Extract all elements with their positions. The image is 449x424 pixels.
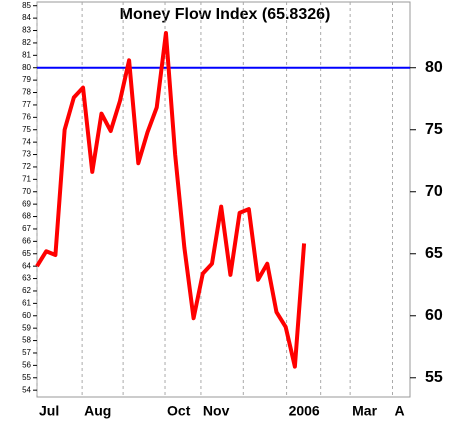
y2-tick-label: 60 (425, 307, 443, 324)
x-tick-label: Nov (203, 403, 230, 419)
y-tick-label: 84 (22, 13, 31, 22)
y-tick-label: 67 (22, 224, 31, 233)
x-tick-label: Mar (352, 403, 377, 419)
y-tick-label: 56 (22, 360, 31, 369)
y-tick-label: 76 (22, 112, 31, 121)
y-tick-label: 68 (22, 212, 31, 221)
x-tick-label: Jul (39, 403, 59, 419)
y2-tick-label: 55 (425, 369, 443, 386)
y-tick-label: 77 (22, 100, 31, 109)
y-tick-label: 82 (22, 38, 31, 47)
y2-tick-label: 70 (425, 183, 443, 200)
x-tick-label: Oct (167, 403, 191, 419)
x-tick-label: 2006 (289, 403, 320, 419)
y-tick-label: 54 (22, 385, 31, 394)
x-tick-label: Aug (84, 403, 111, 419)
y-tick-label: 75 (22, 125, 31, 134)
y-tick-label: 72 (22, 162, 31, 171)
y-tick-label: 70 (22, 187, 31, 196)
y-tick-label: 85 (22, 1, 31, 10)
data-line (35, 31, 307, 369)
y-tick-label: 64 (22, 261, 31, 270)
y-tick-label: 58 (22, 336, 31, 345)
y-tick-label: 66 (22, 236, 31, 245)
y-tick-label: 73 (22, 150, 31, 159)
y2-tick-label: 80 (425, 59, 443, 76)
y-tick-label: 79 (22, 75, 31, 84)
y2-tick-label: 75 (425, 121, 443, 138)
y2-tick-label: 65 (425, 245, 443, 262)
y-tick-label: 60 (22, 311, 31, 320)
y-tick-label: 78 (22, 88, 31, 97)
y-tick-label: 62 (22, 286, 31, 295)
y-tick-label: 63 (22, 274, 31, 283)
y-tick-label: 81 (22, 50, 31, 59)
chart-title: Money Flow Index (65.8326) (120, 6, 331, 23)
y-tick-label: 57 (22, 348, 31, 357)
y-tick-label: 74 (22, 137, 31, 146)
y-tick-label: 61 (22, 298, 31, 307)
y-tick-label: 65 (22, 249, 31, 258)
y-tick-label: 59 (22, 323, 31, 332)
y-tick-label: 83 (22, 26, 31, 35)
plot-area (36, 1, 411, 398)
y-tick-label: 55 (22, 373, 31, 382)
y-tick-label: 69 (22, 199, 31, 208)
x-tick-label: A (395, 403, 405, 419)
y-tick-label: 80 (22, 63, 31, 72)
y-tick-label: 71 (22, 174, 31, 183)
